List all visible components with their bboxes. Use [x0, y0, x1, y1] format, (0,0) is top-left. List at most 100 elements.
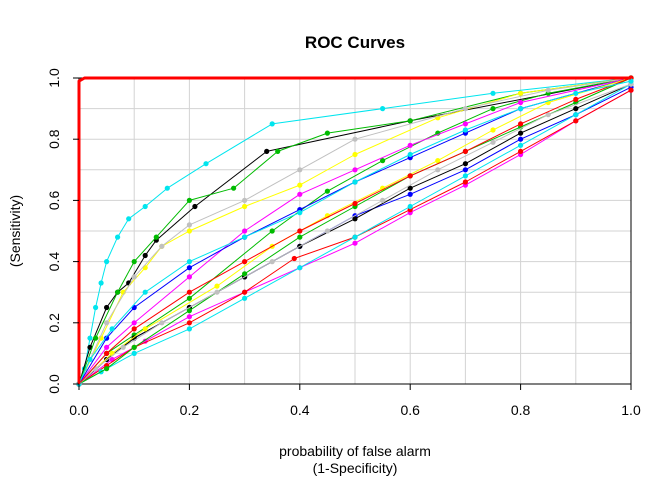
roc-point [297, 191, 303, 197]
roc-curve-line [78, 83, 632, 385]
roc-point [352, 216, 358, 222]
roc-point [573, 112, 579, 118]
roc-point [291, 255, 297, 262]
roc-point [142, 289, 148, 295]
y-tick-label: 0.2 [46, 313, 62, 333]
roc-point [159, 320, 165, 326]
y-tick-label: 0.4 [46, 252, 62, 272]
roc-point [462, 179, 468, 185]
roc-point [275, 148, 281, 154]
roc-point [297, 265, 303, 271]
roc-point [186, 295, 192, 301]
roc-point [192, 203, 198, 210]
roc-point [242, 271, 248, 277]
roc-point [186, 289, 192, 295]
x-axis-label-secondary: (1-Specificity) [313, 460, 398, 476]
roc-point [518, 90, 524, 96]
roc-point [462, 167, 468, 173]
roc-series [77, 76, 631, 384]
roc-point [131, 274, 137, 280]
roc-point [109, 326, 115, 332]
roc-point [407, 118, 413, 124]
roc-point [186, 308, 192, 314]
roc-point [628, 87, 634, 93]
roc-point [352, 151, 358, 158]
roc-point [104, 335, 110, 341]
roc-point [297, 228, 303, 234]
roc-point [186, 265, 192, 271]
roc-point [93, 304, 99, 311]
roc-point [490, 106, 496, 112]
x-tick-label: 0.6 [400, 402, 420, 418]
roc-point [164, 185, 170, 191]
roc-point [324, 228, 330, 234]
roc-point [407, 185, 413, 191]
roc-point [142, 265, 148, 271]
roc-point [573, 106, 579, 112]
roc-curve-line [78, 77, 632, 385]
x-tick-label: 0.0 [69, 402, 89, 418]
roc-point [518, 106, 524, 112]
roc-point [490, 127, 496, 133]
roc-point [297, 167, 303, 173]
roc-point [352, 167, 358, 173]
roc-point [242, 197, 248, 203]
roc-series [76, 78, 634, 387]
roc-point [518, 148, 524, 154]
roc-point [297, 210, 303, 216]
roc-point [142, 252, 148, 259]
roc-point [115, 289, 121, 295]
roc-point [297, 182, 303, 188]
roc-point [131, 259, 137, 265]
y-tick-label: 0.6 [46, 190, 62, 210]
roc-point [380, 106, 386, 112]
roc-point [115, 234, 121, 240]
roc-point [545, 87, 551, 93]
roc-curve-line [77, 76, 631, 384]
roc-curve-line [78, 77, 632, 385]
y-tick-label: 0.8 [46, 129, 62, 149]
roc-point [131, 344, 137, 350]
roc-point [131, 320, 137, 326]
x-tick-label: 0.4 [290, 402, 310, 418]
x-tick-label: 0.8 [511, 402, 531, 418]
roc-point [518, 142, 524, 148]
roc-point [142, 326, 148, 332]
roc-point [573, 90, 579, 96]
series-layer [76, 75, 634, 387]
roc-point [214, 283, 220, 289]
roc-point [462, 173, 468, 179]
roc-point [186, 326, 192, 332]
roc-point [352, 234, 358, 240]
roc-point [462, 127, 468, 133]
roc-point [104, 304, 110, 311]
x-tick-label: 1.0 [621, 402, 641, 418]
roc-point [93, 335, 99, 341]
roc-point [104, 320, 110, 326]
roc-point [109, 350, 115, 356]
y-tick-label: 0.0 [46, 374, 62, 394]
roc-point [269, 259, 275, 265]
roc-point [214, 289, 220, 295]
roc-point [264, 148, 270, 154]
roc-point [352, 136, 358, 142]
roc-point [407, 173, 413, 179]
roc-point [186, 222, 192, 228]
roc-point [407, 203, 413, 210]
roc-point [104, 366, 110, 372]
roc-point [518, 121, 524, 127]
roc-point [87, 356, 93, 363]
roc-point [104, 259, 110, 265]
y-axis: 0.0 0.2 0.4 0.6 0.8 1.0 [46, 68, 79, 394]
roc-point [380, 158, 386, 164]
roc-point [159, 243, 165, 249]
roc-point [435, 158, 441, 164]
roc-point [462, 148, 468, 154]
x-axis-label: probability of false alarm [279, 443, 431, 459]
roc-point [142, 203, 148, 210]
roc-point [407, 142, 413, 148]
roc-point [297, 234, 303, 240]
roc-point [490, 90, 496, 96]
roc-point [186, 197, 192, 203]
